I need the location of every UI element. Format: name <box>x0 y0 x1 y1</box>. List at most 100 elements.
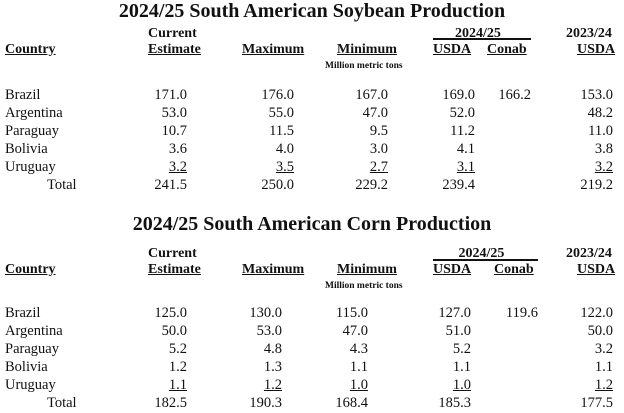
cell-maximum: 55.0 <box>214 105 294 122</box>
cell-usda_2324: 122.0 <box>533 305 613 322</box>
country-label: Paraguay <box>5 341 59 357</box>
value: 1.1 <box>452 359 471 375</box>
cell-usda_2324: 11.0 <box>533 123 613 140</box>
table-title: 2024/25 South American Corn Production <box>132 213 492 235</box>
cell-minimum: 229.2 <box>308 177 388 194</box>
cell-usda_2324: 153.0 <box>533 87 613 104</box>
value: 239.4 <box>442 177 475 193</box>
cell-usda: 239.4 <box>395 177 475 194</box>
value: 1.2 <box>594 377 613 393</box>
value: 4.8 <box>263 341 282 357</box>
cell-maximum: 1.3 <box>202 359 282 376</box>
cell-maximum: 250.0 <box>214 177 294 194</box>
header-usda: USDA <box>433 262 472 277</box>
cell-usda: 3.1 <box>395 159 475 176</box>
cell-current: 50.0 <box>107 323 187 340</box>
value: 11.2 <box>450 123 475 139</box>
country-label: Uruguay <box>5 377 56 393</box>
value: 3.6 <box>168 141 187 157</box>
country-label: Argentina <box>5 323 63 339</box>
cell-usda_2324: 219.2 <box>533 177 613 194</box>
cell-maximum: 3.5 <box>214 159 294 176</box>
cell-minimum: 168.4 <box>288 395 368 412</box>
header-conab: Conab <box>487 42 527 57</box>
value: 182.5 <box>154 395 187 411</box>
cell-minimum: 1.1 <box>288 359 368 376</box>
header-current-top: Current <box>148 246 197 261</box>
header-minimum: Minimum <box>337 262 397 277</box>
header-2023-24: 2023/24 <box>566 246 612 261</box>
header-current: Estimate <box>148 42 201 57</box>
value: 1.3 <box>263 359 282 375</box>
value: 11.5 <box>269 123 294 139</box>
cell-usda: 169.0 <box>395 87 475 104</box>
header-current: Estimate <box>148 262 201 277</box>
header-maximum: Maximum <box>242 262 305 277</box>
header-country: Country <box>5 262 56 277</box>
header-current-top: Current <box>148 26 197 41</box>
cell-maximum: 11.5 <box>214 123 294 140</box>
country-label: Brazil <box>5 87 41 103</box>
value: 2.7 <box>369 159 388 175</box>
table-title: 2024/25 South American Soybean Productio… <box>118 0 506 22</box>
cell-current: 1.2 <box>107 359 187 376</box>
value: 4.3 <box>349 341 368 357</box>
value: 3.8 <box>594 141 613 157</box>
cell-minimum: 1.0 <box>288 377 368 394</box>
cell-maximum: 130.0 <box>202 305 282 322</box>
cell-usda_2324: 1.1 <box>533 359 613 376</box>
value: 53.0 <box>161 105 187 121</box>
cell-usda_2324: 3.2 <box>533 341 613 358</box>
value: 51.0 <box>445 323 471 339</box>
cell-usda_2324: 3.2 <box>533 159 613 176</box>
value: 185.3 <box>438 395 471 411</box>
cell-usda: 4.1 <box>395 141 475 158</box>
value: 176.0 <box>261 87 294 103</box>
value: 50.0 <box>587 323 613 339</box>
value: 1.2 <box>168 359 187 375</box>
value: 3.2 <box>168 159 187 175</box>
value: 3.0 <box>369 141 388 157</box>
value: 229.2 <box>355 177 388 193</box>
value: 3.5 <box>275 159 294 175</box>
value: 3.2 <box>594 159 613 175</box>
value: 171.0 <box>154 87 187 103</box>
value: 166.2 <box>498 87 531 103</box>
header-conab: Conab <box>494 262 534 277</box>
value: 177.5 <box>580 395 613 411</box>
cell-conab: 166.2 <box>451 87 531 104</box>
cell-minimum: 115.0 <box>288 305 368 322</box>
cell-usda: 185.3 <box>391 395 471 412</box>
header-2023-24: 2023/24 <box>566 26 612 41</box>
country-label: Uruguay <box>5 159 56 175</box>
cell-minimum: 47.0 <box>288 323 368 340</box>
cell-usda: 127.0 <box>391 305 471 322</box>
value: 4.1 <box>456 141 475 157</box>
value: 127.0 <box>438 305 471 321</box>
value: 241.5 <box>154 177 187 193</box>
total-label: Total <box>47 177 77 193</box>
value: 1.0 <box>452 377 471 393</box>
value: 122.0 <box>580 305 613 321</box>
value: 47.0 <box>342 323 368 339</box>
value: 1.0 <box>349 377 368 393</box>
value: 115.0 <box>335 305 368 321</box>
cell-maximum: 4.8 <box>202 341 282 358</box>
cell-usda: 11.2 <box>395 123 475 140</box>
cell-current: 241.5 <box>107 177 187 194</box>
value: 5.2 <box>168 341 187 357</box>
value: 9.5 <box>369 123 388 139</box>
value: 1.1 <box>349 359 368 375</box>
cell-minimum: 2.7 <box>308 159 388 176</box>
cell-minimum: 4.3 <box>288 341 368 358</box>
value: 130.0 <box>249 305 282 321</box>
cell-maximum: 53.0 <box>202 323 282 340</box>
cell-current: 1.1 <box>107 377 187 394</box>
cell-maximum: 176.0 <box>214 87 294 104</box>
cell-maximum: 190.3 <box>202 395 282 412</box>
cell-usda_2324: 3.8 <box>533 141 613 158</box>
cell-usda: 5.2 <box>391 341 471 358</box>
cell-current: 10.7 <box>107 123 187 140</box>
value: 53.0 <box>256 323 282 339</box>
